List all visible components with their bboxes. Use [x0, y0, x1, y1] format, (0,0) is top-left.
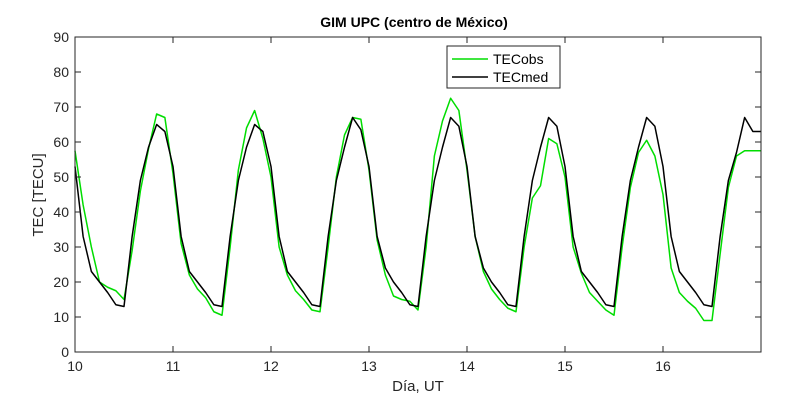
y-tick-label: 80: [53, 64, 69, 80]
y-tick-label: 40: [53, 204, 69, 220]
y-tick-label: 60: [53, 134, 69, 150]
x-tick-label: 11: [166, 358, 181, 374]
x-axis-label: Día, UT: [392, 378, 444, 395]
plot-area: [75, 37, 761, 352]
chart-title: GIM UPC (centro de México): [320, 14, 507, 30]
legend-label-tecobs: TECobs: [493, 51, 544, 67]
x-tick-label: 10: [67, 358, 83, 374]
y-tick-label: 20: [53, 274, 69, 290]
legend: TECobs TECmed: [446, 45, 561, 89]
y-tick-label: 0: [61, 344, 69, 360]
series-line-tecmed: [74, 116, 761, 308]
x-tick-label: 16: [655, 358, 671, 374]
legend-box: [446, 45, 561, 89]
plot-frame: [74, 36, 762, 353]
x-tick-label: 15: [557, 358, 573, 374]
y-tick-label: 10: [53, 309, 69, 325]
x-tick-label: 12: [263, 358, 279, 374]
y-tick-label: 50: [53, 169, 69, 185]
y-axis-label: TEC [TECU]: [30, 153, 47, 236]
y-tick-label: 90: [53, 29, 69, 45]
x-tick-label: 13: [361, 358, 377, 374]
series-layer: [74, 97, 761, 322]
y-tick-label: 70: [53, 99, 69, 115]
series-line-tecobs: [74, 97, 761, 322]
x-tick-label: 14: [459, 358, 475, 374]
y-tick-label: 30: [53, 239, 69, 255]
legend-label-tecmed: TECmed: [493, 69, 548, 85]
